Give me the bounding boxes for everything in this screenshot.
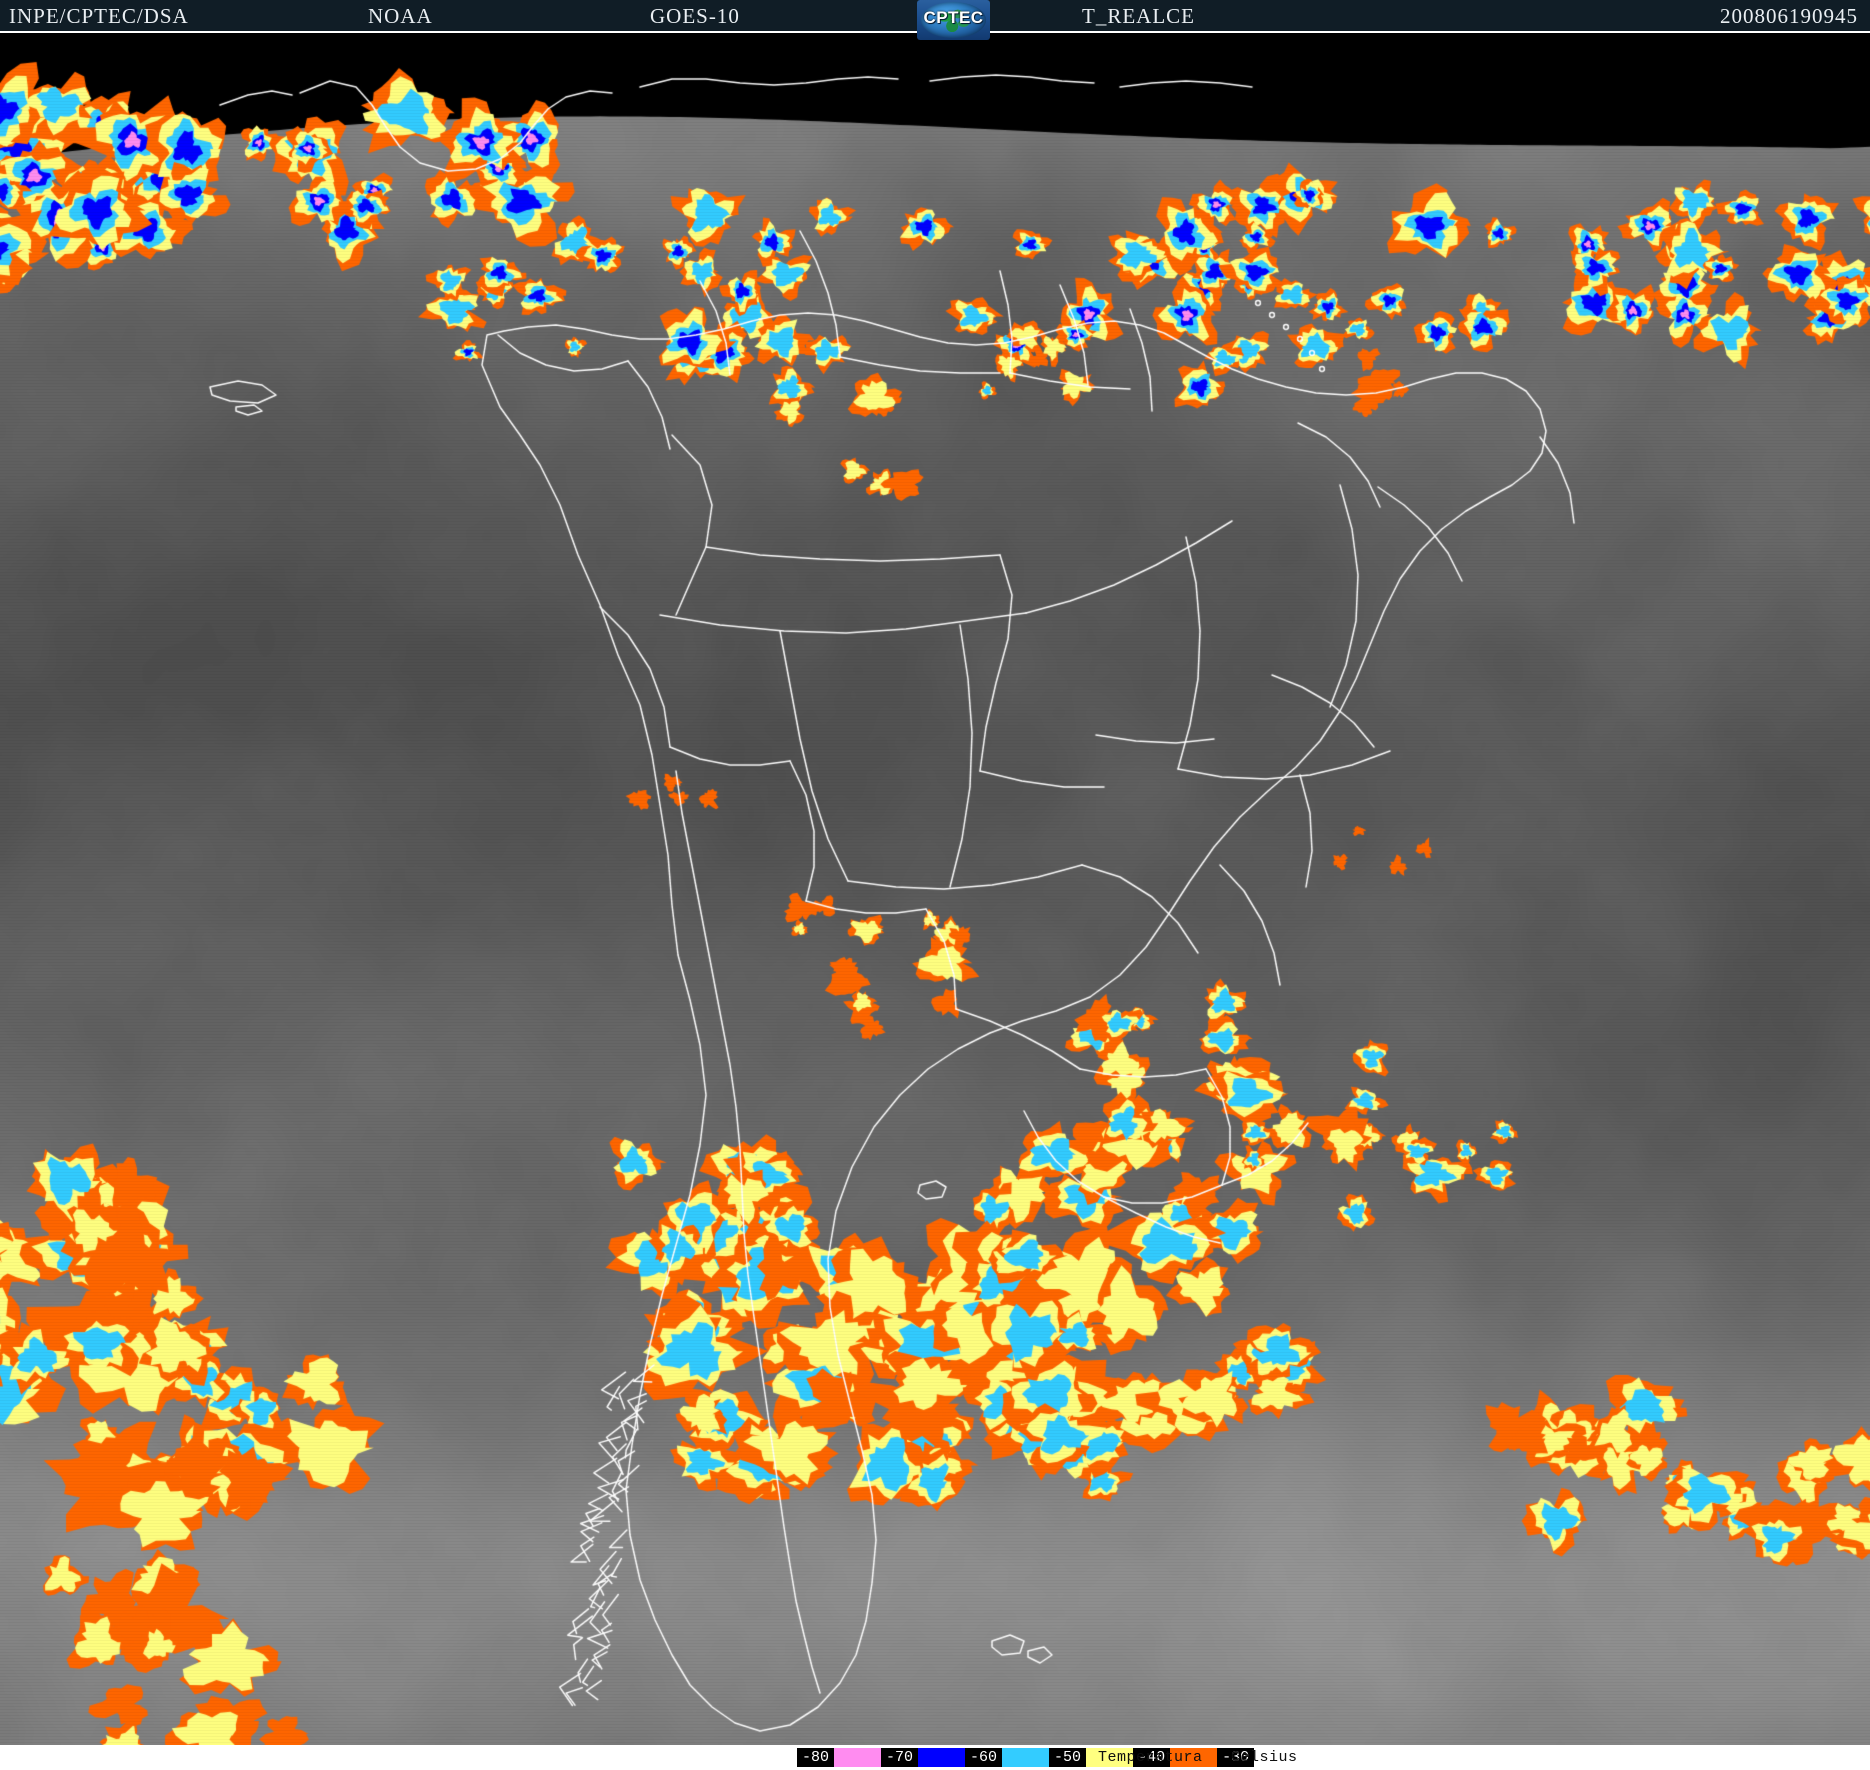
legend-strip: -80 -70 -60 -50 -40 -30 Temperatura Celsius xyxy=(0,1745,1870,1770)
header-product: T_REALCE xyxy=(1082,4,1195,28)
colorbar-tick-minus30: -30 xyxy=(1217,1748,1255,1767)
colorbar-tick-minus70: -70 xyxy=(881,1748,919,1767)
colorbar-swatch-7 xyxy=(1086,1748,1134,1767)
colorbar-swatch-9 xyxy=(1170,1748,1218,1767)
cptec-logo-label: CPTEC xyxy=(923,8,984,27)
globe-landmass-icon xyxy=(933,5,973,35)
header-organization: INPE/CPTEC/DSA xyxy=(9,4,189,28)
colorbar-swatch-1 xyxy=(834,1748,882,1767)
satellite-infrared-heatmap xyxy=(0,35,1870,1745)
colorbar-tick-minus60: -60 xyxy=(965,1748,1003,1767)
colorbar-tick-minus40: -40 xyxy=(1133,1748,1171,1767)
colorbar-swatch-3 xyxy=(918,1748,966,1767)
header-agency: NOAA xyxy=(368,4,433,28)
satellite-image-panel xyxy=(0,35,1870,1745)
colorbar-swatch-5 xyxy=(1002,1748,1050,1767)
header-timestamp: 200806190945 xyxy=(1720,4,1858,28)
colorbar-tick-minus80: -80 xyxy=(797,1748,835,1767)
cptec-logo-icon: CPTEC xyxy=(917,0,990,40)
colorbar-tick-minus50: -50 xyxy=(1049,1748,1087,1767)
colorbar-caption: Temperatura Celsius xyxy=(1098,1749,1298,1766)
header-satellite: GOES-10 xyxy=(650,4,740,28)
temperature-colorbar: -80 -70 -60 -50 -40 -30 xyxy=(797,1748,1255,1767)
